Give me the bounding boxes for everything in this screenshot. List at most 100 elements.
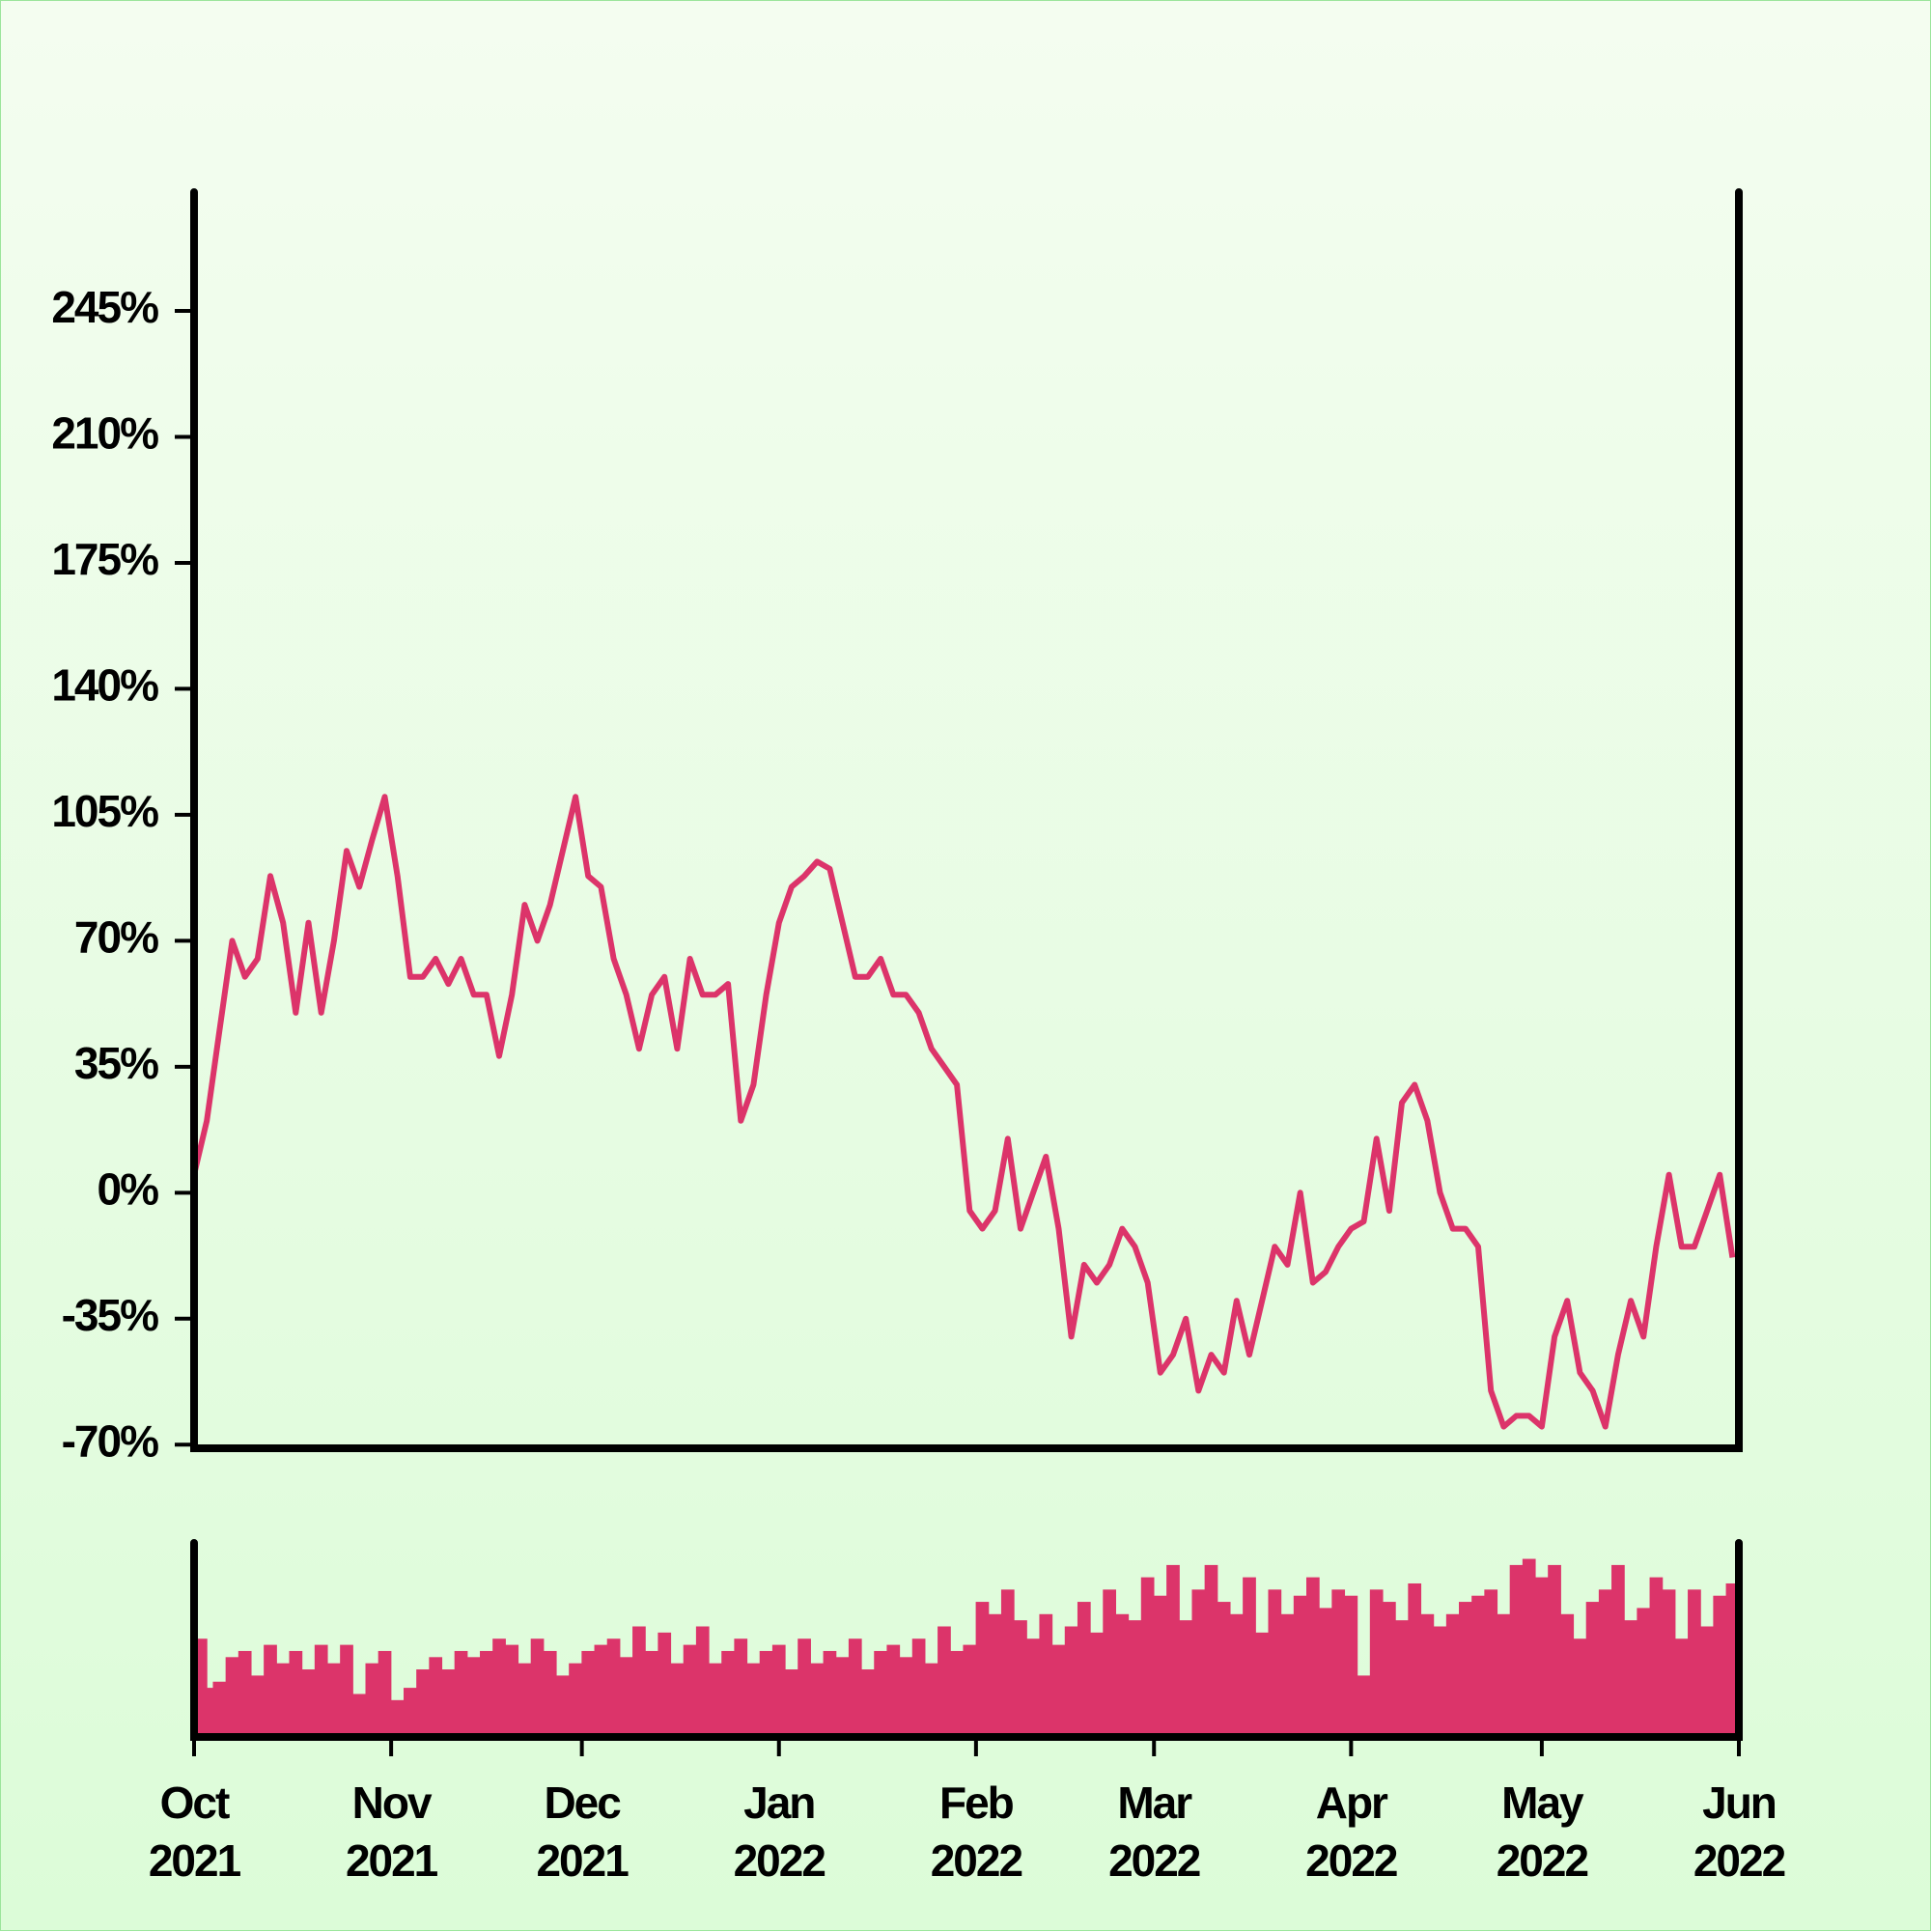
volume-bar <box>378 1650 392 1737</box>
volume-bar <box>225 1657 239 1737</box>
volume-bar <box>1395 1620 1409 1737</box>
volume-bar <box>326 1663 341 1737</box>
volume-bar <box>441 1669 456 1737</box>
volume-bar <box>1128 1620 1142 1737</box>
volume-bar <box>924 1663 938 1737</box>
volume-bar <box>1026 1638 1040 1737</box>
volume-bar <box>1229 1613 1244 1737</box>
volume-bar <box>1445 1613 1460 1737</box>
x-tick-label: Dec 2021 <box>536 1778 629 1886</box>
volume-bar <box>1077 1602 1091 1737</box>
volume-bar <box>1649 1577 1664 1737</box>
volume-bar <box>1166 1564 1180 1737</box>
volume-bar <box>1268 1589 1282 1737</box>
volume-bar <box>734 1638 748 1737</box>
y-tick-label: 105% <box>51 786 158 836</box>
volume-bar <box>1243 1577 1256 1737</box>
volume-bar <box>632 1626 646 1737</box>
volume-bar <box>1585 1602 1600 1737</box>
volume-bar <box>1624 1620 1637 1737</box>
volume-bar <box>670 1663 685 1737</box>
volume-bar <box>1688 1589 1701 1737</box>
y-tick-label: 0% <box>98 1163 159 1214</box>
volume-bar <box>938 1626 951 1737</box>
volume-bar <box>1344 1595 1358 1737</box>
volume-bar <box>1598 1589 1612 1737</box>
volume-bar <box>1611 1564 1625 1737</box>
volume-bar <box>352 1694 367 1737</box>
volume-bar <box>1674 1638 1689 1737</box>
y-tick-label: -35% <box>62 1290 158 1340</box>
volume-bar <box>1433 1626 1447 1737</box>
volume-bar <box>1000 1589 1015 1737</box>
axis-frame <box>190 1539 1743 1741</box>
volume-bar <box>721 1650 735 1737</box>
volume-bar <box>658 1632 672 1737</box>
volume-bar <box>1331 1589 1346 1737</box>
volume-bar <box>390 1699 405 1737</box>
volume-bar <box>543 1650 557 1737</box>
volume-bar <box>1560 1613 1575 1737</box>
volume-bar <box>429 1657 443 1737</box>
volume-bar <box>480 1650 493 1737</box>
volume-bar <box>1191 1589 1206 1737</box>
volume-bar <box>1548 1564 1561 1737</box>
x-tick-label: Feb 2022 <box>930 1778 1023 1886</box>
volume-bar <box>1293 1595 1307 1737</box>
y-tick-label: 70% <box>74 912 158 963</box>
volume-bar <box>289 1650 303 1737</box>
volume-bar <box>1713 1595 1727 1737</box>
volume-bar <box>988 1613 1002 1737</box>
volume-bar <box>200 1688 214 1737</box>
volume-bar <box>785 1669 798 1737</box>
volume-bar <box>1305 1577 1320 1737</box>
volume-bar <box>911 1638 926 1737</box>
volume-bar <box>1217 1602 1231 1737</box>
volume-bar <box>683 1644 697 1737</box>
volume-bar <box>1255 1632 1270 1737</box>
volume-bar <box>1484 1589 1498 1737</box>
volume-bar <box>1471 1595 1485 1737</box>
volume-bar <box>581 1650 596 1737</box>
volume-bar <box>1153 1595 1167 1737</box>
volume-bar <box>1051 1644 1066 1737</box>
volume-bar <box>404 1688 417 1737</box>
volume-bar <box>771 1644 786 1737</box>
volume-bar <box>1140 1577 1155 1737</box>
volume-bar <box>1014 1620 1027 1737</box>
x-tick-label: Jan 2022 <box>733 1778 826 1886</box>
volume-bar <box>950 1650 964 1737</box>
volume-bar <box>1064 1626 1078 1737</box>
volume-bar <box>276 1663 291 1737</box>
volume-bar <box>798 1638 811 1737</box>
volume-bar <box>1383 1602 1396 1737</box>
y-tick-label: 140% <box>51 660 158 711</box>
volume-bar <box>314 1644 328 1737</box>
volume-bar <box>1700 1626 1714 1737</box>
volume-bar <box>250 1675 265 1737</box>
volume-bar <box>709 1663 722 1737</box>
x-tick-label: Apr 2022 <box>1305 1778 1398 1886</box>
volume-bar <box>1420 1613 1435 1737</box>
y-tick-label: 175% <box>51 534 158 584</box>
volume-bar <box>530 1638 545 1737</box>
volume-bar <box>238 1650 252 1737</box>
volume-bar <box>1039 1613 1053 1737</box>
volume-bar <box>886 1644 901 1737</box>
volume-bar <box>594 1644 608 1737</box>
x-tick-label: Jun 2022 <box>1693 1778 1786 1886</box>
x-tick-label: Mar 2022 <box>1108 1778 1201 1886</box>
volume-bar <box>848 1638 862 1737</box>
volume-bar <box>365 1663 379 1737</box>
volume-bar <box>1357 1675 1371 1737</box>
volume-bar <box>518 1663 532 1737</box>
volume-bar <box>810 1663 825 1737</box>
volume-bar <box>1280 1613 1295 1737</box>
volume-bar <box>1662 1589 1676 1737</box>
volume-bar <box>466 1657 481 1737</box>
volume-bar <box>1522 1558 1536 1737</box>
y-tick-label: 245% <box>51 282 158 332</box>
volume-bar <box>1204 1564 1218 1737</box>
volume-bar <box>759 1650 773 1737</box>
